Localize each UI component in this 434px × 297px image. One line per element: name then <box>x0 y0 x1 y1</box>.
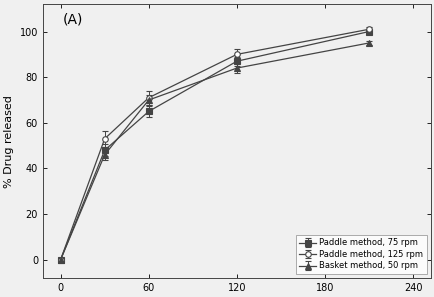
Text: (A): (A) <box>62 12 82 26</box>
Legend: Paddle method, 75 rpm, Paddle method, 125 rpm, Basket method, 50 rpm: Paddle method, 75 rpm, Paddle method, 12… <box>295 235 426 274</box>
Y-axis label: % Drug released: % Drug released <box>4 95 14 187</box>
